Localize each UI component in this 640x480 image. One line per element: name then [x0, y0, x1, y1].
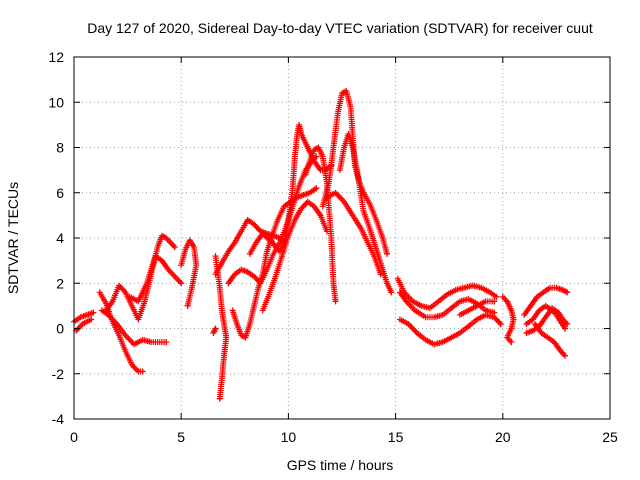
- x-tick-label: 0: [70, 429, 78, 445]
- y-tick-label: -2: [52, 366, 65, 382]
- data-point: [561, 352, 568, 359]
- series-sat-o: [302, 144, 339, 305]
- data-point: [313, 185, 320, 192]
- data-point: [212, 325, 219, 332]
- series-sat-q: [336, 130, 395, 296]
- series-sat-b: [73, 316, 95, 334]
- y-tick-label: -4: [52, 411, 65, 427]
- data-point: [388, 289, 395, 296]
- y-tick-label: 10: [48, 94, 64, 110]
- series-sat-m: [246, 121, 335, 257]
- y-tick-label: 4: [56, 230, 64, 246]
- series-sat-r: [323, 189, 384, 278]
- series-sat-h: [210, 325, 219, 337]
- series-sat-f: [126, 253, 185, 305]
- chart-title: Day 127 of 2020, Sidereal Day-to-day VTE…: [87, 20, 593, 36]
- data-point: [508, 339, 515, 346]
- y-tick-label: 6: [56, 185, 64, 201]
- x-axis-title: GPS time / hours: [287, 457, 394, 473]
- series-sat-z: [523, 305, 571, 337]
- series-sat-u: [396, 311, 504, 348]
- data-point: [90, 309, 97, 316]
- x-tick-label: 20: [495, 429, 511, 445]
- x-tick-label: 25: [602, 429, 618, 445]
- data-point: [178, 280, 185, 287]
- data-point: [384, 250, 391, 257]
- series-sat-p: [319, 87, 391, 257]
- data-point: [163, 339, 170, 346]
- series-sat-aa: [531, 320, 568, 359]
- data-point: [313, 153, 320, 160]
- grid: [74, 57, 610, 419]
- y-tick-label: 12: [48, 49, 64, 65]
- series-sat-a: [71, 309, 97, 325]
- data-point: [332, 298, 339, 305]
- data-point: [496, 319, 503, 326]
- series-sat-n: [259, 198, 330, 314]
- series-sat-i: [212, 253, 230, 402]
- series-sat-l: [229, 185, 320, 341]
- y-tick-label: 2: [56, 275, 64, 291]
- series-sat-w: [499, 293, 517, 346]
- series-sat-v: [456, 298, 498, 318]
- data-point: [171, 244, 178, 251]
- y-tick-label: 8: [56, 140, 64, 156]
- x-tick-label: 15: [388, 429, 404, 445]
- y-tick-label: 0: [56, 321, 64, 337]
- data-point: [139, 368, 146, 375]
- data-point: [561, 325, 568, 332]
- series-sat-e: [103, 232, 178, 323]
- x-tick-label: 5: [177, 429, 185, 445]
- data-point: [78, 322, 85, 329]
- data-point: [564, 289, 571, 296]
- y-axis-title: SDTVAR / TECUs: [5, 182, 21, 294]
- data-point: [497, 320, 504, 327]
- series-sat-g: [178, 237, 200, 309]
- data-point: [184, 302, 191, 309]
- data-point: [491, 298, 498, 305]
- data-point: [377, 271, 384, 278]
- data-point: [88, 316, 95, 323]
- data-point: [216, 395, 223, 402]
- data-point: [493, 293, 500, 300]
- series-sat-x: [521, 284, 571, 318]
- data-point: [564, 320, 571, 327]
- axes: 0 5 10 15 20 25 -4 -2 0 2 4 6 8 10 12: [48, 49, 618, 445]
- series-sat-s: [394, 275, 500, 312]
- data-point: [121, 287, 128, 294]
- data-series: [71, 87, 571, 402]
- data-point: [134, 367, 141, 374]
- series-sat-d: [98, 307, 170, 348]
- x-tick-label: 10: [281, 429, 297, 445]
